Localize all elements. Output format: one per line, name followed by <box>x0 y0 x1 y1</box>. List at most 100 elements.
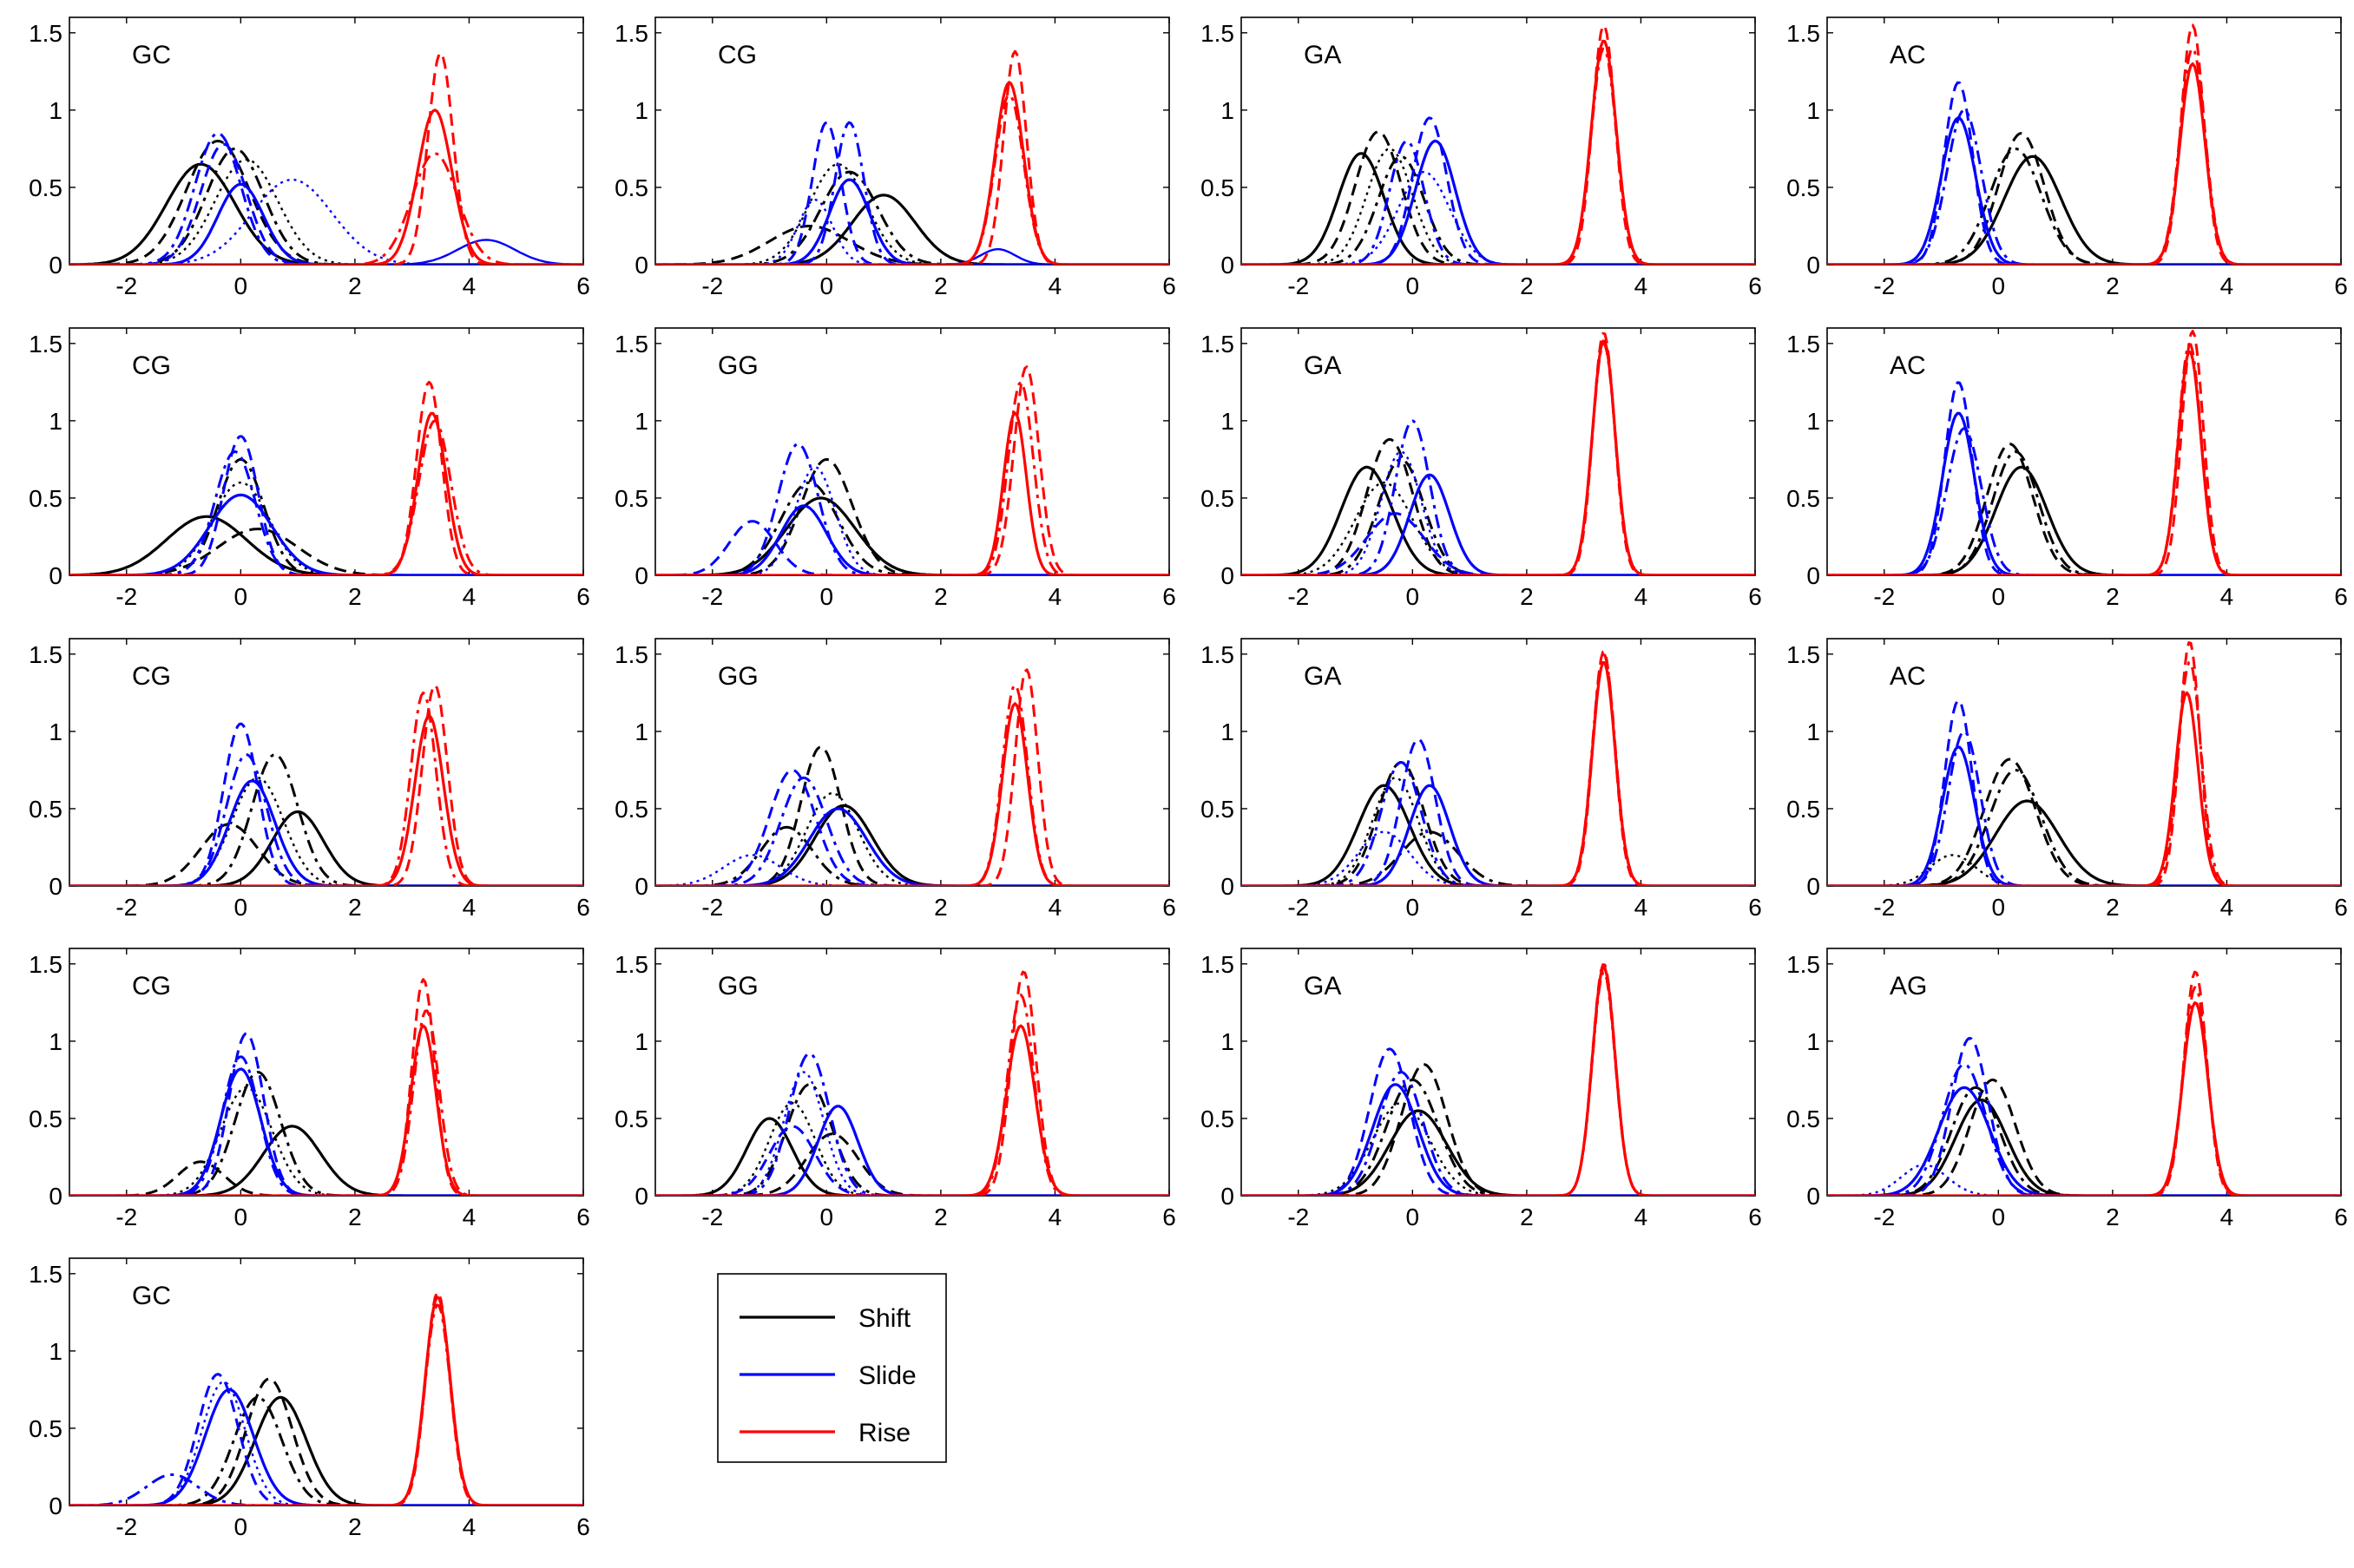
panel-frame <box>1826 16 2342 266</box>
panel-curves <box>69 51 583 265</box>
y-tick-label: 1 <box>1220 718 1234 745</box>
y-tick-label: 0 <box>49 1493 62 1519</box>
y-tick-label: 0 <box>1220 1183 1234 1210</box>
shift-curve <box>69 1395 583 1506</box>
panel-label: GC <box>132 41 171 69</box>
panel-curves <box>69 684 583 886</box>
x-tick-label: -2 <box>115 272 137 299</box>
y-tick-label: 0 <box>635 252 648 279</box>
legend-label-shift: Shift <box>858 1304 911 1333</box>
panel-curves <box>655 970 1169 1196</box>
y-tick-label: 0 <box>1806 873 1820 900</box>
y-tick-label: 0 <box>635 873 648 900</box>
x-tick-label: 6 <box>2334 1204 2348 1230</box>
x-tick-label: 6 <box>2334 583 2348 610</box>
slide-curve <box>1241 512 1755 575</box>
x-tick-label: 4 <box>1634 272 1648 299</box>
y-tick-label: 0 <box>1806 1183 1820 1210</box>
x-tick-label: -2 <box>1287 272 1309 299</box>
panel-12: -2 0 2 4 6 0 0.5 1 1.5 AC <box>1786 638 2348 921</box>
x-tick-label: 0 <box>1406 272 1420 299</box>
y-tick-label: 0.5 <box>615 485 648 512</box>
x-tick-label: -2 <box>1287 583 1309 610</box>
y-tick-label: 1 <box>1806 718 1820 745</box>
y-tick-label: 1 <box>49 1028 62 1055</box>
shift-curve <box>1827 154 2341 265</box>
shift-curve <box>69 1125 583 1196</box>
x-tick-label: 6 <box>576 1513 590 1540</box>
panel-frame <box>69 327 584 576</box>
panel-label: GA <box>1304 41 1341 69</box>
y-tick-label: 1 <box>1220 97 1234 124</box>
panel-frame <box>69 948 584 1197</box>
panel-16: -2 0 2 4 6 0 0.5 1 1.5 AG <box>1786 948 2348 1230</box>
y-tick-label: 0.5 <box>29 1415 62 1442</box>
y-tick-label: 0 <box>635 562 648 589</box>
panel-frame <box>1240 16 1756 266</box>
panel-curves <box>1827 330 2341 575</box>
x-tick-label: 0 <box>234 272 248 299</box>
panel-label: AC <box>1890 41 1926 69</box>
x-tick-label: -2 <box>115 1513 137 1540</box>
panel-label: GG <box>718 662 759 691</box>
x-tick-label: 4 <box>463 1204 477 1230</box>
panel-14: -2 0 2 4 6 0 0.5 1 1.5 GG <box>615 948 1176 1230</box>
y-tick-label: 1 <box>635 408 648 435</box>
slide-curve <box>69 1473 583 1506</box>
y-tick-label: 0 <box>49 562 62 589</box>
panel-curves <box>69 1291 583 1506</box>
panel-2: -2 0 2 4 6 0 0.5 1 1.5 CG <box>615 16 1176 299</box>
panel-label: GC <box>132 1282 171 1310</box>
slide-curve <box>1827 411 2341 575</box>
panel-15: -2 0 2 4 6 0 0.5 1 1.5 GA <box>1200 948 1762 1230</box>
y-tick-label: 1.5 <box>29 1261 62 1288</box>
y-tick-label: 1 <box>49 718 62 745</box>
y-tick-label: 0.5 <box>615 174 648 201</box>
x-tick-label: 0 <box>1992 272 2006 299</box>
shift-curve <box>655 1117 1169 1196</box>
x-tick-label: 4 <box>1049 583 1062 610</box>
panel-frame <box>1826 327 2342 576</box>
y-tick-label: 1 <box>49 1338 62 1365</box>
y-tick-label: 0.5 <box>29 174 62 201</box>
shift-curve <box>69 1160 583 1196</box>
panel-6: -2 0 2 4 6 0 0.5 1 1.5 GG <box>615 327 1176 610</box>
panel-label: GA <box>1304 662 1341 691</box>
x-tick-label: 2 <box>934 272 948 299</box>
panel-5: -2 0 2 4 6 0 0.5 1 1.5 CG <box>29 327 590 610</box>
x-tick-label: 2 <box>348 1204 362 1230</box>
x-tick-label: 6 <box>1748 583 1762 610</box>
panel-11: -2 0 2 4 6 0 0.5 1 1.5 GA <box>1200 638 1762 921</box>
x-tick-label: 6 <box>576 1204 590 1230</box>
x-tick-label: 6 <box>1162 1204 1176 1230</box>
x-tick-label: 0 <box>1406 894 1420 921</box>
panel-curves <box>1241 963 1755 1196</box>
shift-curve <box>69 810 583 886</box>
y-tick-label: 1.5 <box>1786 331 1820 358</box>
panel-frame <box>654 948 1170 1197</box>
y-tick-label: 0.5 <box>29 796 62 823</box>
x-tick-label: 2 <box>1520 1204 1534 1230</box>
panel-label: GA <box>1304 351 1341 380</box>
y-tick-label: 0 <box>635 1183 648 1210</box>
shift-curve <box>1241 152 1755 265</box>
x-tick-label: 4 <box>463 272 477 299</box>
x-tick-label: 6 <box>1162 894 1176 921</box>
x-tick-label: 6 <box>2334 272 2348 299</box>
x-tick-label: -2 <box>1873 583 1895 610</box>
x-tick-label: 2 <box>934 1204 948 1230</box>
y-tick-label: 0.5 <box>615 1105 648 1132</box>
x-tick-label: 0 <box>234 894 248 921</box>
x-tick-label: 0 <box>820 894 834 921</box>
panel-label: CG <box>132 351 171 380</box>
x-tick-label: 4 <box>1634 894 1648 921</box>
x-tick-label: 2 <box>1520 583 1534 610</box>
x-tick-label: 0 <box>234 1513 248 1540</box>
y-tick-label: 1 <box>635 97 648 124</box>
shift-curve <box>655 496 1169 575</box>
x-tick-label: 4 <box>2220 1204 2234 1230</box>
y-tick-label: 1.5 <box>1200 641 1234 668</box>
panel-label: AG <box>1890 972 1927 1001</box>
y-tick-label: 1 <box>1806 97 1820 124</box>
y-tick-label: 0 <box>1806 252 1820 279</box>
